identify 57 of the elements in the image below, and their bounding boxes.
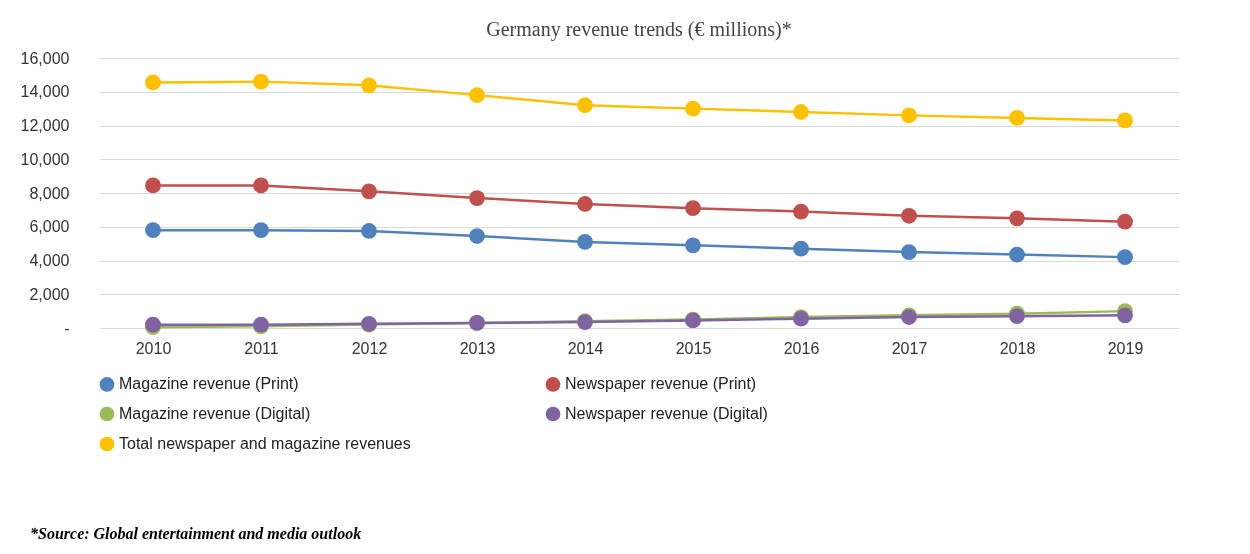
y-tick-label: 14,000 [20,83,70,101]
x-tick-label: 2016 [783,339,820,357]
x-tick-label: 2010 [135,339,172,357]
point [253,73,269,90]
point [901,107,917,124]
point [901,207,917,224]
legend-label: Newspaper revenue (Digital) [565,405,768,422]
point [577,234,593,250]
point [145,177,161,194]
point [793,104,809,120]
legend-label: Magazine revenue (Print) [119,375,299,393]
point [1117,249,1133,266]
y-tick-label: 16,000 [20,49,70,67]
point [253,177,269,194]
chart-title: Germany revenue trends (€ millions)* [486,18,792,41]
x-tick-label: 2014 [567,339,604,357]
point [1009,110,1025,126]
point [145,74,161,91]
point [577,97,593,114]
point [145,222,161,239]
legend-label: Total newspaper and magazine revenues [119,435,411,452]
point [469,87,485,104]
y-tick-label: 4,000 [29,252,70,269]
y-tick-label: 6,000 [29,218,70,236]
point [793,240,809,257]
x-tick-label: 2011 [244,339,279,357]
point [361,77,377,94]
point [685,200,701,217]
point [1117,213,1133,230]
point [361,183,377,200]
text: *Source: Global entertainment and media outlook [30,525,362,543]
point [1117,307,1133,324]
point [469,228,485,244]
y-tick-label: 12,000 [20,117,70,134]
point [1009,210,1025,227]
x-tick-label: 2017 [891,339,928,357]
x-tick-label: 2018 [999,339,1036,357]
x-tick-label: 2019 [1107,339,1144,357]
legend-label: Newspaper revenue (Print) [565,375,757,393]
point [1009,246,1025,263]
y-tick-label: 10,000 [20,150,70,168]
point [577,196,593,212]
x-tick-label: 2013 [459,339,496,357]
point [685,237,701,254]
point [361,223,377,239]
point [793,203,809,220]
y-tick-label: 2,000 [29,285,70,303]
y-tick-label: 8,000 [29,184,70,202]
point [1117,112,1133,129]
legend-label: Magazine revenue (Digital) [119,405,311,422]
y-tick-label: - [64,319,70,337]
x-tick-label: 2012 [351,339,388,357]
point [469,190,485,206]
point [901,244,917,260]
point [253,222,269,239]
point [685,100,701,117]
x-tick-label: 2015 [675,339,712,357]
